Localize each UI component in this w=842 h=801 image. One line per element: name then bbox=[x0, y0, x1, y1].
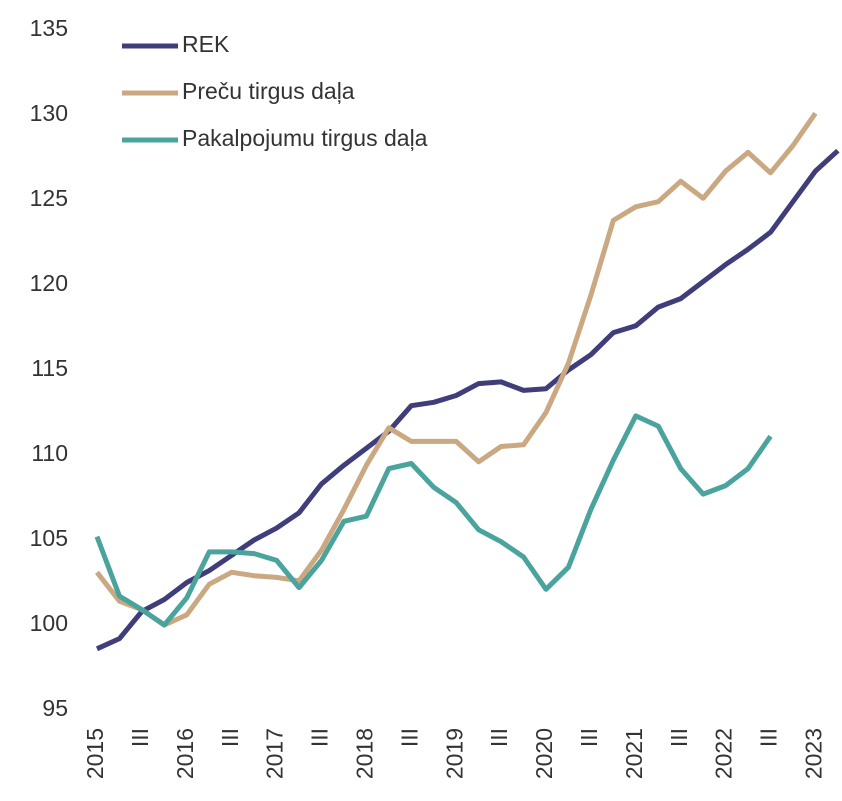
y-tick-label: 110 bbox=[31, 440, 68, 466]
legend-label: Preču tirgus daļa bbox=[182, 78, 355, 104]
y-tick-label: 125 bbox=[30, 185, 68, 211]
y-tick-label: 130 bbox=[30, 100, 68, 126]
y-tick-label: 135 bbox=[30, 15, 68, 41]
legend-label: REK bbox=[182, 31, 230, 57]
x-tick-label: III bbox=[307, 728, 333, 747]
x-tick-label: III bbox=[486, 728, 512, 747]
x-tick-label: III bbox=[756, 728, 782, 747]
x-tick-label: III bbox=[576, 728, 602, 747]
x-tick-label: III bbox=[217, 728, 243, 747]
x-tick-label: 2018 bbox=[351, 728, 377, 779]
x-tick-label: 2023 bbox=[800, 728, 826, 779]
x-tick-label: 2019 bbox=[441, 728, 467, 779]
series-line bbox=[95, 148, 840, 652]
y-tick-label: 105 bbox=[30, 525, 68, 551]
x-tick-label: III bbox=[666, 728, 692, 747]
series-line bbox=[94, 413, 773, 628]
x-tick-label: III bbox=[396, 728, 422, 747]
x-tick-label: 2017 bbox=[262, 728, 288, 779]
y-tick-label: 120 bbox=[30, 270, 68, 296]
legend-label: Pakalpojumu tirgus daļa bbox=[182, 125, 428, 151]
y-tick-label: 100 bbox=[30, 610, 68, 636]
x-tick-label: 2020 bbox=[531, 728, 557, 779]
x-tick-label: 2021 bbox=[621, 728, 647, 779]
x-tick-label: 2015 bbox=[82, 728, 108, 779]
series-line bbox=[95, 111, 818, 628]
x-tick-label: III bbox=[127, 728, 153, 747]
x-tick-label: 2022 bbox=[711, 728, 737, 779]
y-tick-label: 115 bbox=[31, 355, 68, 381]
x-tick-label: 2016 bbox=[172, 728, 198, 779]
y-tick-label: 95 bbox=[42, 695, 68, 721]
